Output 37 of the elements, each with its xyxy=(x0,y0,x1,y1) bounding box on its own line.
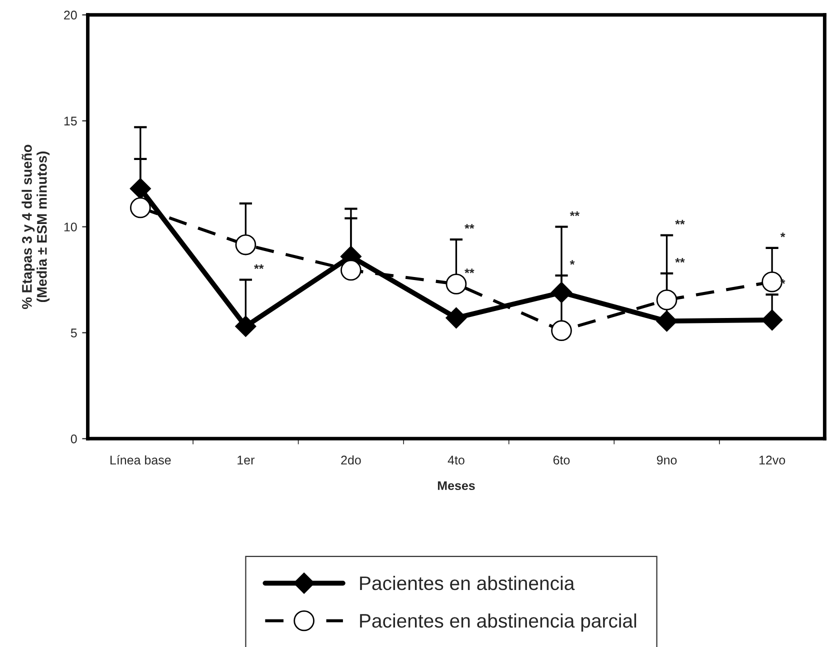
x-tick-label: 1er xyxy=(238,456,255,465)
point xyxy=(130,197,151,218)
x-tick-label: 12vo xyxy=(759,456,786,465)
x-tick-label: 4to xyxy=(448,456,464,465)
y-tick-label: 20 xyxy=(64,10,77,20)
point xyxy=(446,274,467,294)
annotation: ** xyxy=(254,264,264,270)
y-axis-title: % Etapas 3 y 4 del sueño (Media ± ESM minutos) xyxy=(22,144,50,310)
y-tick-label: 10 xyxy=(64,222,77,232)
point xyxy=(656,289,678,310)
annotation: * xyxy=(570,260,575,265)
point xyxy=(762,309,783,331)
point xyxy=(656,310,678,332)
point xyxy=(762,271,782,292)
annotation: * xyxy=(780,232,786,238)
point xyxy=(130,178,151,200)
legend-label: Pacientes en abstinencia parcial xyxy=(360,613,636,632)
annotation: ** xyxy=(675,220,685,225)
y-tick-label: 0 xyxy=(70,434,77,444)
y-tick-label: 5 xyxy=(70,328,77,338)
x-tick-label: 2do xyxy=(341,455,361,465)
annotation: ** xyxy=(464,224,474,229)
point xyxy=(340,260,362,281)
x-axis-title: Meses xyxy=(438,481,475,490)
point xyxy=(235,234,256,256)
annotation: ** xyxy=(675,258,685,263)
point xyxy=(235,316,256,337)
legend-label: Pacientes en abstinencia xyxy=(360,576,575,590)
y-tick-label: 15 xyxy=(64,116,77,126)
annotation: ** xyxy=(464,268,474,274)
point xyxy=(551,320,572,342)
x-tick-label: Línea base xyxy=(110,455,171,465)
point xyxy=(446,307,467,328)
x-tick-label: 6to xyxy=(553,456,570,465)
point xyxy=(550,282,572,303)
x-tick-label: 9no xyxy=(656,456,677,465)
annotation: ** xyxy=(570,211,580,216)
